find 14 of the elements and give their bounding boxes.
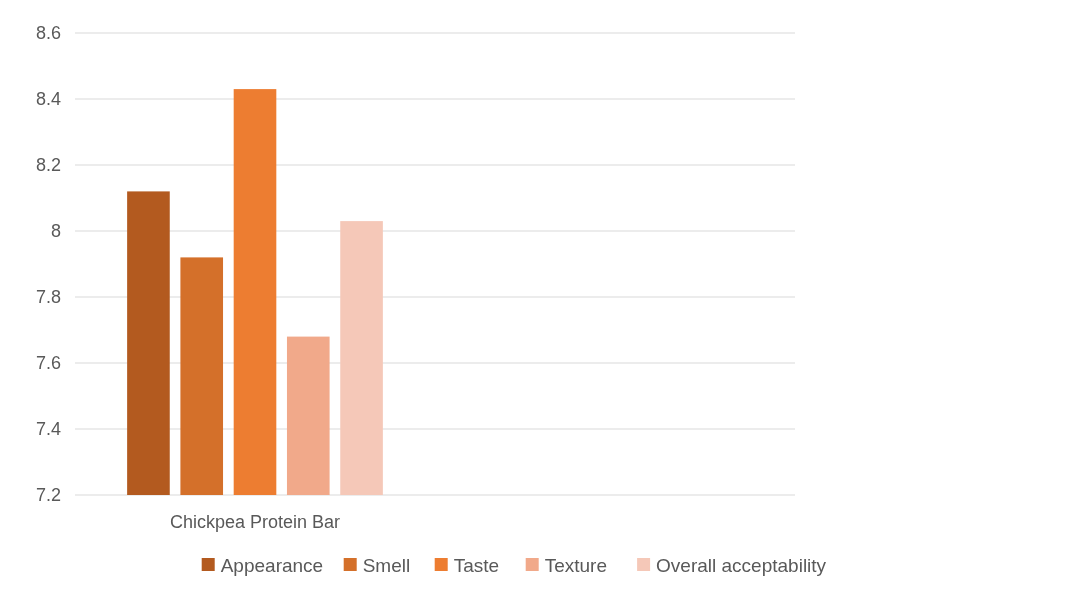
y-tick-label: 7.8 xyxy=(35,287,61,308)
legend-label: Taste xyxy=(453,554,500,576)
y-tick-label: 7.2 xyxy=(35,485,61,506)
y-tick-label: 8.4 xyxy=(35,89,61,110)
x-tick-label: Chickpea Protein Bar xyxy=(169,512,341,532)
y-tick-label: 8.2 xyxy=(35,155,61,176)
legend-label: Appearance xyxy=(220,554,324,576)
y-tick-label: 8.6 xyxy=(35,23,61,44)
legend-label: Overall acceptability xyxy=(656,554,827,576)
y-tick-label: 7.6 xyxy=(35,353,61,374)
y-tick-label: 8 xyxy=(50,221,61,242)
legend-label: Texture xyxy=(544,554,608,576)
legend-label: Smell xyxy=(362,554,411,576)
y-tick-label: 7.4 xyxy=(35,419,61,440)
